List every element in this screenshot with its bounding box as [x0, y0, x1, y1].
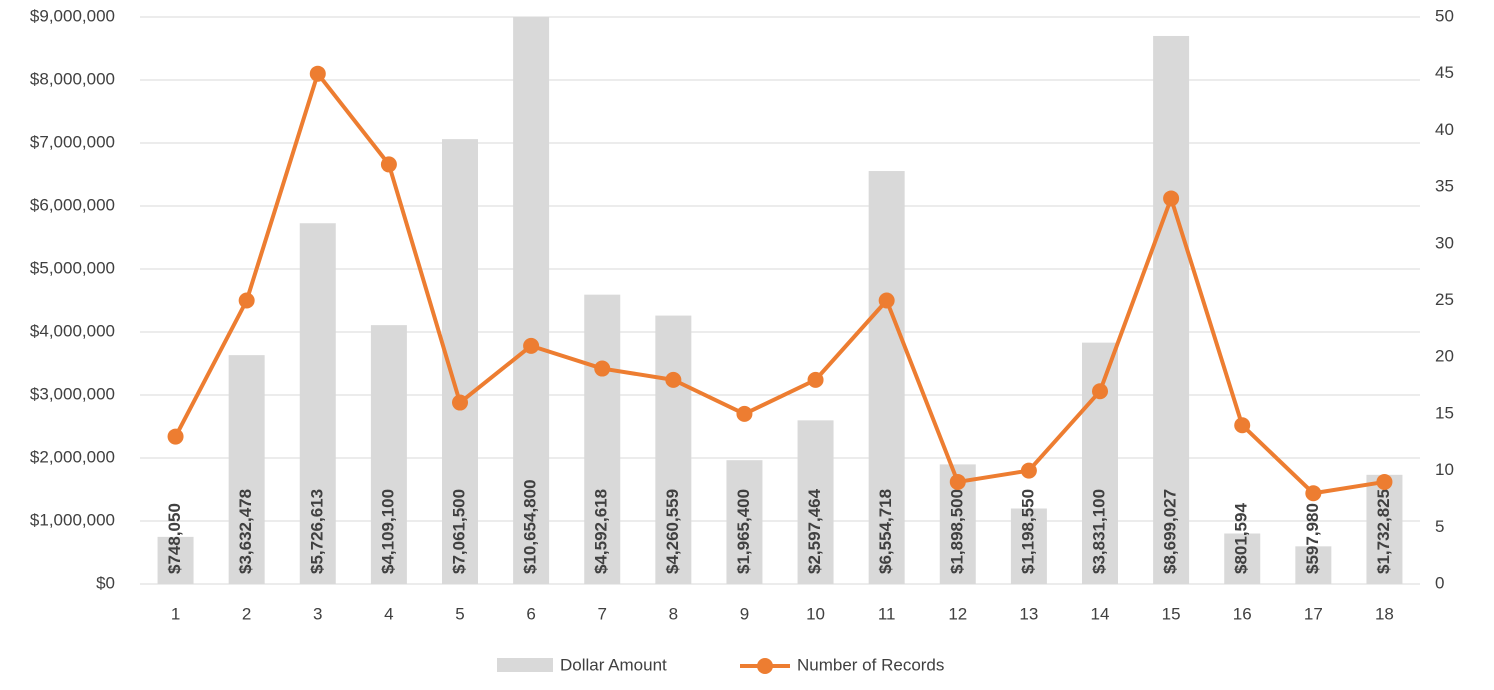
data-label: $10,654,800 — [521, 479, 540, 574]
bar — [513, 17, 550, 584]
x-tick-label: 8 — [669, 604, 678, 623]
line-marker — [452, 394, 468, 411]
x-tick-label: 10 — [806, 604, 825, 623]
line-marker — [736, 405, 753, 422]
line-marker — [1020, 462, 1037, 479]
y-tick-label: $3,000,000 — [30, 384, 115, 403]
data-label: $4,109,100 — [378, 489, 397, 574]
line-marker — [309, 65, 326, 82]
x-tick-label: 2 — [242, 604, 251, 623]
y2-tick-label: 25 — [1435, 290, 1454, 309]
y-tick-label: $2,000,000 — [30, 447, 115, 466]
data-label: $597,980 — [1303, 503, 1322, 574]
bar — [1010, 508, 1047, 584]
bar — [1153, 35, 1190, 584]
x-tick-label: 15 — [1162, 604, 1181, 623]
data-label: $1,732,825 — [1374, 489, 1393, 574]
data-label: $1,965,400 — [734, 489, 753, 574]
bar — [797, 420, 834, 584]
y2-tick-label: 50 — [1435, 6, 1454, 25]
data-label: $3,831,100 — [1089, 489, 1108, 574]
x-tick-label: 1 — [171, 604, 180, 623]
data-label: $5,726,613 — [307, 489, 326, 574]
x-tick-label: 16 — [1233, 604, 1252, 623]
line-marker — [807, 371, 824, 388]
plot-area — [157, 17, 1403, 584]
y2-tick-label: 35 — [1435, 177, 1454, 196]
x-tick-label: 18 — [1375, 604, 1394, 623]
y2-tick-label: 20 — [1435, 347, 1454, 366]
bar — [1082, 342, 1118, 584]
x-tick-label: 13 — [1019, 604, 1038, 623]
x-tick-label: 6 — [526, 604, 535, 623]
bar — [299, 223, 336, 584]
data-label: $6,554,718 — [876, 489, 895, 574]
line-marker — [949, 473, 966, 490]
y2-tick-label: 30 — [1435, 233, 1454, 252]
legend-label: Number of Records — [797, 655, 944, 674]
bar — [370, 325, 407, 584]
line-marker — [1163, 190, 1180, 207]
data-label: $3,632,478 — [236, 489, 255, 574]
data-label: $8,699,027 — [1161, 489, 1180, 574]
x-tick-label: 14 — [1091, 604, 1110, 623]
bar — [726, 460, 763, 584]
x-tick-label: 5 — [455, 604, 464, 623]
line-marker — [523, 337, 540, 354]
y-tick-label: $9,000,000 — [30, 6, 115, 25]
line-marker — [878, 292, 895, 309]
bar — [157, 536, 194, 584]
bar — [1366, 474, 1403, 584]
line-marker — [1376, 473, 1393, 490]
legend-label: Dollar Amount — [560, 655, 667, 674]
y2-tick-label: 40 — [1435, 120, 1454, 139]
x-tick-label: 4 — [384, 604, 393, 623]
x-tick-label: 9 — [740, 604, 749, 623]
data-label: $7,061,500 — [449, 489, 468, 574]
data-label: $4,592,618 — [592, 489, 611, 574]
legend-swatch — [497, 658, 553, 672]
line-marker — [238, 292, 255, 309]
x-tick-label: 12 — [948, 604, 967, 623]
x-tick-label: 17 — [1304, 604, 1323, 623]
y-tick-label: $6,000,000 — [30, 195, 115, 214]
y2-tick-label: 10 — [1435, 460, 1454, 479]
bar — [655, 315, 692, 584]
data-label: $4,260,559 — [663, 489, 682, 574]
y-tick-label: $0 — [96, 573, 115, 592]
x-tick-label: 7 — [597, 604, 606, 623]
data-label: $1,198,550 — [1018, 489, 1037, 574]
y2-tick-label: 5 — [1435, 517, 1444, 536]
x-tick-label: 11 — [878, 604, 896, 623]
line-marker — [167, 428, 184, 445]
y-tick-label: $7,000,000 — [30, 132, 115, 151]
line-marker — [1305, 485, 1322, 502]
line-marker — [1234, 417, 1251, 434]
bar — [868, 171, 905, 584]
legend-swatch-marker — [757, 658, 773, 674]
bar — [228, 355, 265, 584]
y-tick-label: $8,000,000 — [30, 69, 115, 88]
line-marker — [594, 360, 611, 377]
y-tick-label: $5,000,000 — [30, 258, 115, 277]
line-marker — [1092, 383, 1108, 400]
line-marker — [665, 371, 682, 388]
y-tick-label: $4,000,000 — [30, 321, 115, 340]
bar — [1295, 546, 1332, 584]
data-label: $2,597,464 — [805, 488, 824, 574]
y-tick-label: $1,000,000 — [30, 510, 115, 529]
line-marker — [380, 156, 397, 173]
data-label: $1,898,500 — [947, 489, 966, 574]
bar — [1224, 533, 1261, 584]
y2-tick-label: 0 — [1435, 573, 1444, 592]
bar — [584, 294, 621, 584]
data-label: $801,594 — [1232, 503, 1251, 574]
data-label: $748,050 — [165, 503, 184, 574]
line — [173, 71, 1385, 496]
x-tick-label: 3 — [313, 604, 322, 623]
y2-tick-label: 15 — [1435, 403, 1454, 422]
y2-tick-label: 45 — [1435, 63, 1454, 82]
